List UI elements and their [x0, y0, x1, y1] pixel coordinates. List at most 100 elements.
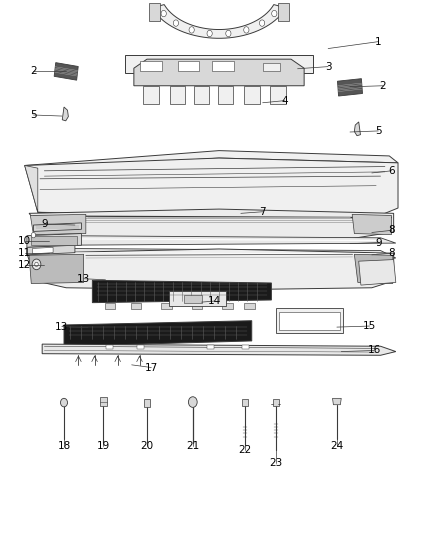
Polygon shape — [27, 249, 394, 290]
Polygon shape — [27, 233, 81, 247]
Circle shape — [173, 20, 179, 26]
Circle shape — [60, 398, 67, 407]
Text: 2: 2 — [30, 67, 37, 76]
Bar — [212, 61, 234, 71]
Circle shape — [207, 30, 212, 37]
Bar — [31, 236, 77, 245]
Polygon shape — [270, 86, 286, 104]
Polygon shape — [218, 86, 233, 104]
Circle shape — [35, 262, 38, 266]
Text: 11: 11 — [18, 248, 32, 258]
Polygon shape — [32, 247, 53, 254]
Polygon shape — [54, 63, 78, 80]
Polygon shape — [244, 303, 255, 309]
Polygon shape — [30, 214, 86, 235]
Polygon shape — [352, 214, 392, 235]
Polygon shape — [64, 321, 252, 346]
Polygon shape — [354, 122, 360, 136]
Text: 19: 19 — [97, 441, 110, 451]
Bar — [273, 399, 279, 406]
Text: 5: 5 — [30, 110, 37, 120]
Polygon shape — [57, 236, 396, 245]
Circle shape — [189, 27, 194, 33]
Polygon shape — [359, 260, 396, 285]
Text: 23: 23 — [269, 458, 283, 468]
Circle shape — [188, 397, 197, 407]
Polygon shape — [29, 209, 394, 241]
Text: 8: 8 — [388, 225, 395, 236]
Polygon shape — [62, 107, 68, 121]
Circle shape — [31, 232, 35, 238]
Circle shape — [161, 10, 166, 17]
Polygon shape — [27, 245, 75, 255]
Polygon shape — [29, 254, 84, 284]
Text: 18: 18 — [57, 441, 71, 451]
Polygon shape — [279, 312, 340, 330]
Text: 17: 17 — [145, 362, 158, 373]
Text: 6: 6 — [388, 166, 395, 176]
Text: 5: 5 — [375, 126, 381, 136]
Circle shape — [259, 20, 265, 26]
Polygon shape — [33, 223, 81, 231]
Bar — [144, 399, 150, 407]
Circle shape — [244, 27, 249, 33]
Polygon shape — [332, 398, 341, 405]
Polygon shape — [57, 248, 396, 261]
Polygon shape — [223, 303, 233, 309]
Text: 15: 15 — [363, 321, 376, 331]
Text: 14: 14 — [208, 296, 221, 306]
Text: 24: 24 — [330, 441, 343, 451]
Text: 4: 4 — [281, 95, 288, 106]
Bar — [106, 345, 113, 349]
Bar — [207, 345, 214, 349]
Polygon shape — [338, 79, 363, 96]
Polygon shape — [244, 86, 260, 104]
Polygon shape — [184, 295, 201, 303]
Text: 10: 10 — [18, 236, 31, 246]
Polygon shape — [131, 303, 141, 309]
Text: 22: 22 — [239, 445, 252, 455]
Polygon shape — [25, 158, 398, 222]
Bar — [169, 292, 226, 306]
Polygon shape — [152, 5, 286, 38]
Text: 16: 16 — [367, 345, 381, 356]
Polygon shape — [170, 86, 185, 104]
Text: 13: 13 — [55, 321, 68, 332]
Text: 1: 1 — [375, 37, 381, 46]
Polygon shape — [25, 165, 38, 212]
Text: 9: 9 — [41, 219, 48, 229]
Text: 3: 3 — [325, 62, 332, 71]
Text: 21: 21 — [186, 441, 199, 451]
Circle shape — [226, 30, 231, 37]
Bar — [100, 397, 107, 406]
Text: 20: 20 — [141, 441, 154, 451]
Text: 12: 12 — [18, 261, 32, 270]
Polygon shape — [194, 86, 209, 104]
Text: 7: 7 — [259, 207, 266, 217]
Bar — [141, 61, 162, 71]
Polygon shape — [105, 303, 115, 309]
Bar — [177, 61, 199, 71]
Polygon shape — [192, 303, 202, 309]
Polygon shape — [25, 151, 398, 169]
Polygon shape — [263, 63, 280, 71]
Polygon shape — [144, 86, 159, 104]
Bar — [242, 399, 248, 406]
Polygon shape — [125, 55, 313, 73]
Polygon shape — [42, 344, 396, 356]
Circle shape — [32, 259, 41, 270]
Text: 13: 13 — [77, 274, 90, 284]
Polygon shape — [354, 254, 393, 284]
Polygon shape — [134, 59, 304, 86]
Text: 2: 2 — [379, 81, 386, 91]
Text: 9: 9 — [375, 238, 381, 247]
Polygon shape — [149, 3, 160, 21]
Bar — [137, 345, 144, 349]
Circle shape — [272, 10, 277, 17]
Bar — [242, 345, 249, 349]
Polygon shape — [276, 308, 343, 334]
Polygon shape — [92, 280, 272, 303]
Text: 8: 8 — [388, 248, 395, 258]
Polygon shape — [278, 3, 289, 21]
Polygon shape — [161, 303, 172, 309]
